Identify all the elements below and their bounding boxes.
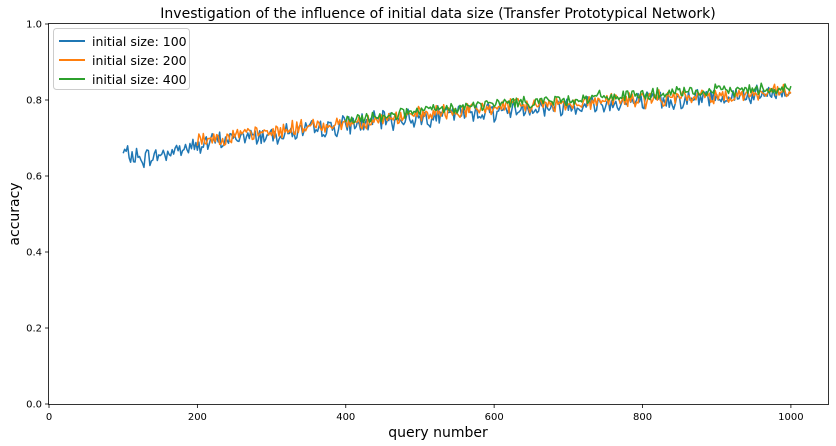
y-axis: 0.0 0.2 0.4 0.6 0.8 1.0 bbox=[26, 20, 49, 411]
legend-label-400: initial size: 400 bbox=[92, 72, 187, 87]
chart-title: Investigation of the influence of initia… bbox=[160, 6, 715, 22]
series-line-initial-size-400 bbox=[345, 82, 792, 124]
legend-box bbox=[53, 28, 190, 90]
x-tick-label: 400 bbox=[336, 412, 355, 423]
y-tick-label: 0.0 bbox=[26, 400, 42, 411]
x-tick-label: 0 bbox=[46, 412, 52, 423]
legend-label-200: initial size: 200 bbox=[92, 53, 187, 68]
y-tick-label: 1.0 bbox=[26, 20, 42, 31]
y-tick-label: 0.4 bbox=[26, 248, 42, 259]
x-tick-label: 600 bbox=[485, 412, 504, 423]
series-line-initial-size-200 bbox=[196, 83, 792, 147]
y-tick-label: 0.2 bbox=[26, 324, 42, 335]
x-tick-label: 800 bbox=[633, 412, 652, 423]
legend: initial size: 100 initial size: 200 init… bbox=[53, 28, 190, 90]
x-tick-label: 200 bbox=[188, 412, 207, 423]
series-layer bbox=[122, 82, 792, 169]
plot-frame bbox=[48, 23, 829, 405]
x-axis: 0 200 400 600 800 1000 bbox=[46, 404, 804, 423]
legend-label-100: initial size: 100 bbox=[92, 34, 187, 49]
y-tick-label: 0.6 bbox=[26, 172, 42, 183]
y-axis-label: accuracy bbox=[7, 182, 23, 245]
x-tick-label: 1000 bbox=[778, 412, 803, 423]
y-tick-label: 0.8 bbox=[26, 96, 42, 107]
x-axis-label: query number bbox=[388, 425, 488, 441]
